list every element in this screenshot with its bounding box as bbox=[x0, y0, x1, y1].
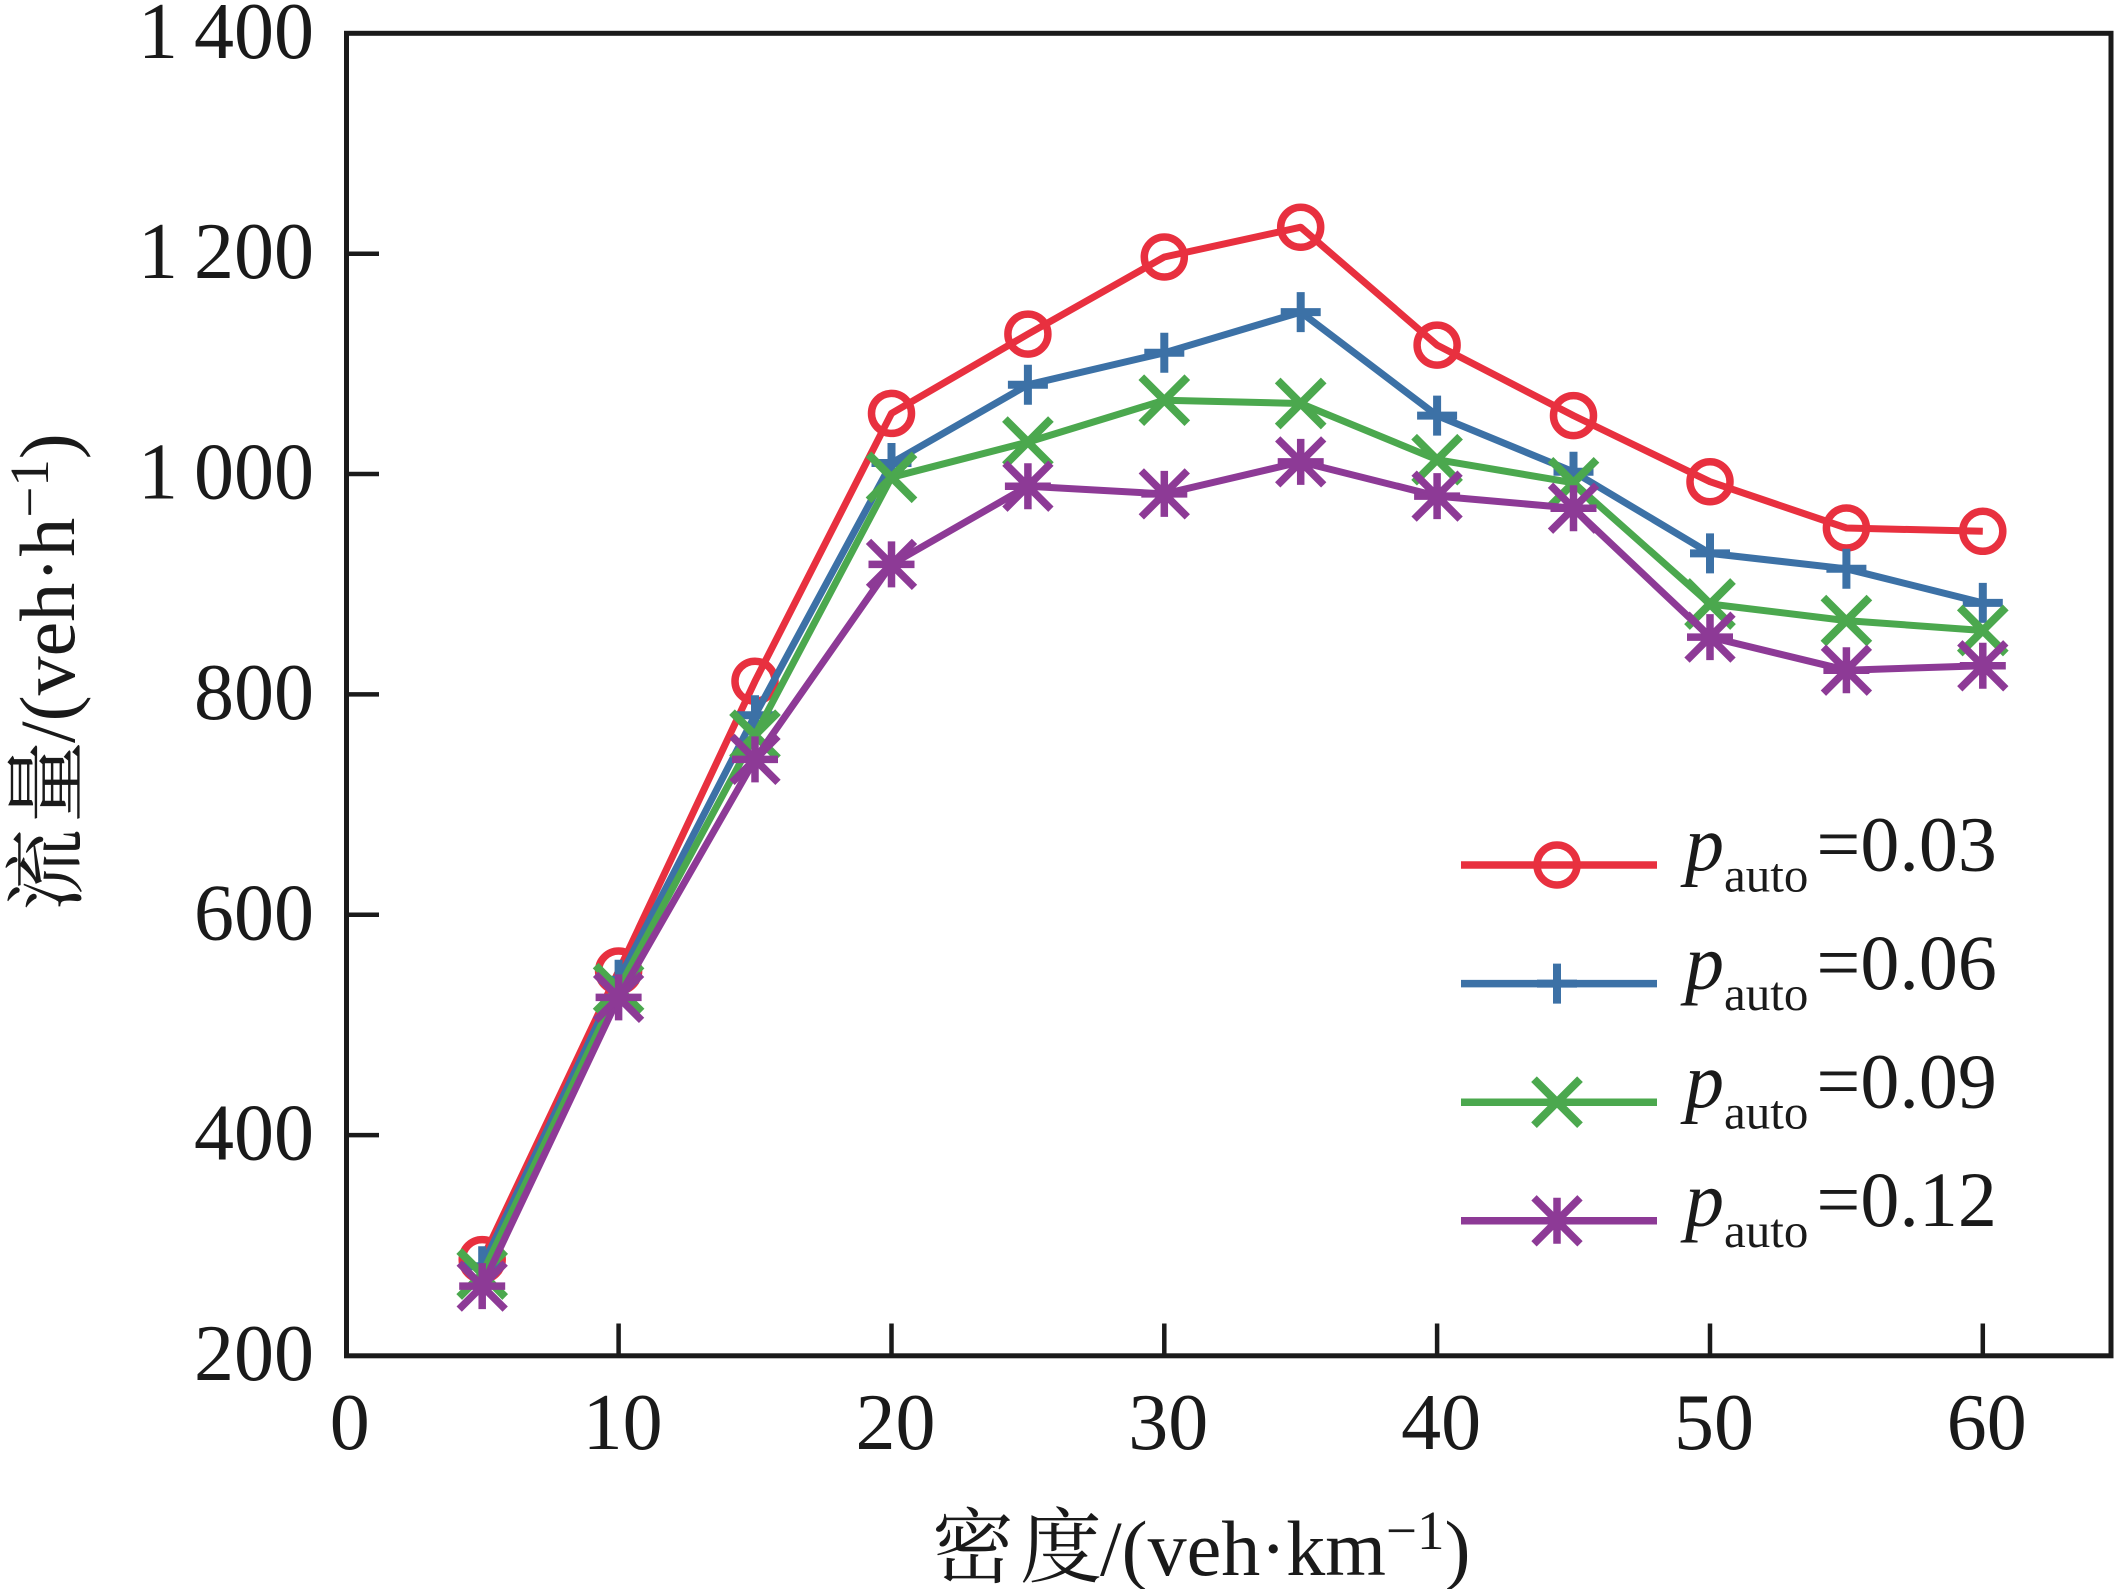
svg-text:0: 0 bbox=[330, 1379, 370, 1467]
svg-text:1 000: 1 000 bbox=[138, 429, 314, 517]
svg-text:10: 10 bbox=[583, 1379, 663, 1467]
svg-text:/(veh·h−1): /(veh·h−1) bbox=[0, 433, 91, 743]
svg-text:60: 60 bbox=[1947, 1379, 2027, 1467]
svg-text:pauto=0.03: pauto =0.03 bbox=[1680, 800, 1997, 902]
svg-text:600: 600 bbox=[194, 869, 314, 957]
svg-text:200: 200 bbox=[194, 1310, 314, 1398]
svg-text:pauto=0.09: pauto =0.09 bbox=[1680, 1038, 1997, 1140]
svg-text:20: 20 bbox=[856, 1379, 936, 1467]
svg-text:/(veh·km−1): /(veh·km−1) bbox=[1100, 1500, 1470, 1589]
svg-text:40: 40 bbox=[1401, 1379, 1481, 1467]
svg-text:50: 50 bbox=[1674, 1379, 1754, 1467]
svg-text:800: 800 bbox=[194, 649, 314, 737]
svg-text:1 400: 1 400 bbox=[138, 0, 314, 76]
svg-text:30: 30 bbox=[1128, 1379, 1208, 1467]
svg-text:pauto=0.12: pauto =0.12 bbox=[1680, 1156, 1997, 1258]
svg-text:400: 400 bbox=[194, 1090, 314, 1178]
svg-text:1 200: 1 200 bbox=[138, 208, 314, 296]
svg-text:pauto=0.06: pauto =0.06 bbox=[1680, 919, 1997, 1021]
